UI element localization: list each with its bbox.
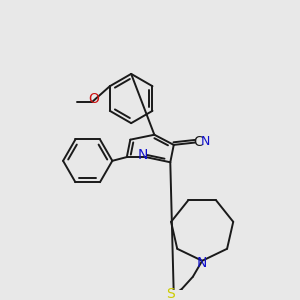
Text: O: O [88,92,99,106]
Text: C: C [194,135,203,149]
Text: N: N [200,135,210,148]
Text: N: N [197,256,207,270]
Text: N: N [138,148,148,162]
Text: S: S [166,287,175,300]
